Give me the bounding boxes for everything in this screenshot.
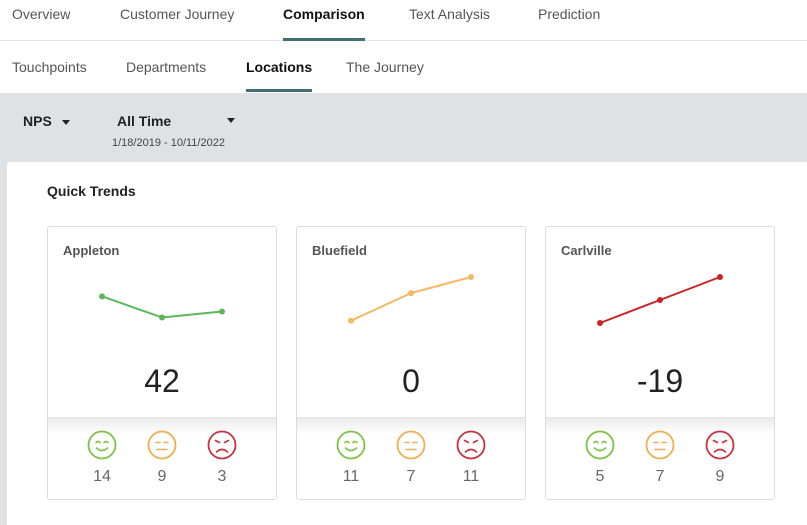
trend-line [350,276,472,322]
passives-count: 7 [655,468,665,485]
trend-point [219,308,225,315]
trend-point [348,317,354,324]
subtab-touchpoints[interactable]: Touchpoints [12,59,87,75]
happy-face-icon [585,430,615,460]
chevron-down-icon [227,118,235,123]
tab-text-analysis[interactable]: Text Analysis [409,6,490,22]
trend-point [468,274,474,280]
promoters-column: 14 [82,430,122,486]
trend-sparkline [348,274,474,324]
happy-face-icon [336,430,366,460]
tab-comparison[interactable]: Comparison [283,0,365,41]
nps-score: -19 [636,363,684,399]
happy-face-icon [87,430,117,460]
trend-point [159,314,165,321]
subtab-the-journey[interactable]: The Journey [346,59,424,75]
card-breakdown: 14 9 3 [48,417,276,499]
trend-point [657,297,663,303]
card-breakdown: 11 7 11 [297,417,525,499]
tab-overview[interactable]: Overview [12,6,71,22]
period-dropdown[interactable]: All Time [117,113,235,129]
trend-sparkline [99,293,225,321]
sub-tabs: Touchpoints Departments Locations The Jo… [0,41,807,93]
passives-column: 9 [142,430,182,486]
card-location-name: Carlville [561,243,612,258]
nps-score: 42 [144,363,180,399]
nps-score: 0 [402,363,420,399]
period-value: All Time [117,113,172,129]
neutral-face-icon [645,430,675,460]
promoters-column: 5 [580,430,620,486]
tab-customer-journey[interactable]: Customer Journey [120,6,235,22]
promoters-count: 14 [93,468,111,485]
location-card-carlville[interactable]: Carlville -19 5 7 9 [545,226,775,500]
trend-sparkline [597,274,723,326]
quick-trends-panel: Quick Trends Appleton 42 14 9 3 Bluefiel… [7,162,807,525]
card-breakdown: 5 7 9 [546,417,774,499]
sad-face-icon [207,430,237,460]
detractors-count: 9 [715,468,725,485]
neutral-face-icon [147,430,177,460]
date-range: 1/18/2019 - 10/11/2022 [112,137,225,149]
subtab-departments[interactable]: Departments [126,59,207,75]
passives-column: 7 [640,430,680,486]
card-location-name: Bluefield [312,243,367,258]
promoters-count: 11 [342,468,360,485]
promoters-count: 5 [595,468,605,485]
detractors-count: 11 [462,468,480,485]
sad-face-icon [705,430,735,460]
promoters-column: 11 [331,430,371,486]
subtab-locations[interactable]: Locations [246,41,313,93]
detractors-column: 3 [202,430,242,486]
location-card-appleton[interactable]: Appleton 42 14 9 3 [47,226,277,500]
tab-prediction[interactable]: Prediction [538,6,601,22]
passives-count: 7 [406,468,416,485]
detractors-column: 11 [451,430,491,486]
metric-value: NPS [23,113,52,129]
detractors-count: 3 [217,468,227,485]
trend-line [101,295,223,319]
panel-title: Quick Trends [47,183,136,199]
passives-column: 7 [391,430,431,486]
chevron-down-icon [61,119,70,125]
trend-point [717,274,723,280]
card-location-name: Appleton [63,243,120,258]
detractors-column: 9 [700,430,740,486]
neutral-face-icon [396,430,426,460]
passives-count: 9 [157,468,167,485]
sad-face-icon [456,430,486,460]
trend-point [597,320,603,326]
metric-dropdown[interactable]: NPS [23,113,70,129]
trend-point [408,290,414,297]
main-tabs: Overview Customer Journey Comparison Tex… [0,0,807,41]
trend-point [99,293,105,300]
location-card-bluefield[interactable]: Bluefield 0 11 7 11 [296,226,526,500]
